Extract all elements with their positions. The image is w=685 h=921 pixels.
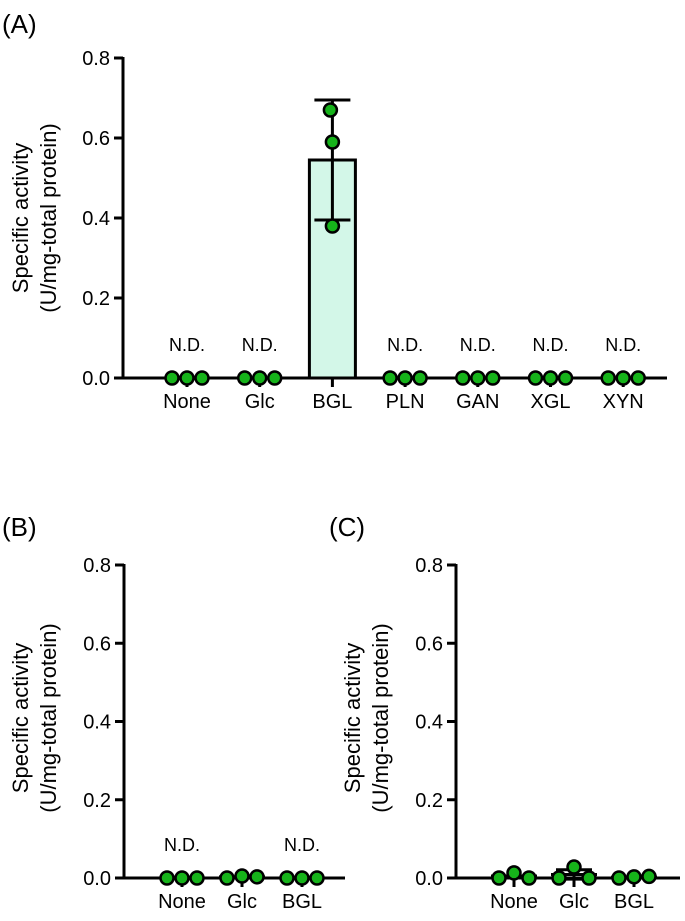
y-tick-label: 0.2 <box>82 288 110 310</box>
nd-annotation: N.D. <box>242 335 278 355</box>
data-point <box>179 370 195 386</box>
data-point <box>309 870 325 886</box>
data-point <box>159 870 175 886</box>
x-tick-label: None <box>163 391 211 413</box>
y-tick-label: 0.4 <box>82 208 110 230</box>
y-tick-label: 0.8 <box>82 48 110 70</box>
plot-area: 0.0 0.2 0.4 0.6 0.8 None N.D. Glc BGL N.D. <box>83 555 345 913</box>
data-point <box>470 370 486 386</box>
y-tick-label: 0.0 <box>83 868 111 890</box>
data-point <box>324 218 341 234</box>
y-axis-title-line-1: Specific activity <box>8 143 33 293</box>
data-point <box>294 870 310 886</box>
data-point <box>174 870 190 886</box>
data-point <box>251 370 268 386</box>
data-point <box>234 868 250 884</box>
y-tick-label: 0.0 <box>415 868 443 890</box>
panel-c: (C) Specific activity (U/mg-total protei… <box>329 512 680 913</box>
data-point <box>412 370 428 386</box>
plot-area: 0.0 0.2 0.4 0.6 0.8 None N.D. Glc N.D. BGL PLN N.D.… <box>82 48 667 413</box>
x-tick-label: XYN <box>603 391 644 413</box>
y-tick-label: 0.2 <box>415 790 443 812</box>
x-tick-label: None <box>490 891 538 913</box>
panel-a: (A) Specific activity (U/mg-total protei… <box>2 9 667 413</box>
x-tick-label: BGL <box>312 391 352 413</box>
data-point <box>641 868 657 885</box>
y-axis-title-line-1: Specific activity <box>8 643 33 793</box>
data-point <box>485 370 501 386</box>
y-tick-label: 0.6 <box>82 128 110 150</box>
data-point <box>249 869 265 885</box>
data-point <box>581 870 597 886</box>
data-point <box>521 870 537 886</box>
x-tick-label: None <box>158 891 206 913</box>
y-axis-title-line-2: (U/mg-total protein) <box>368 623 393 813</box>
y-axis-title-line-2: (U/mg-total protein) <box>36 623 61 813</box>
data-point <box>630 370 646 386</box>
data-point <box>194 370 210 386</box>
nd-annotation: N.D. <box>605 335 641 355</box>
x-tick-label: Glc <box>227 891 257 913</box>
data-point <box>189 870 205 886</box>
panel-b: (B) Specific activity (U/mg-total protei… <box>2 512 345 913</box>
nd-annotation: N.D. <box>169 335 205 355</box>
y-tick-label: 0.6 <box>415 633 443 655</box>
panel-label: (C) <box>329 512 365 542</box>
y-axis-title: Specific activity (U/mg-total protein) <box>8 123 61 313</box>
data-point <box>397 370 413 386</box>
data-point <box>566 859 582 875</box>
y-tick-label: 0.2 <box>83 790 111 812</box>
x-tick-label: PLN <box>386 391 425 413</box>
data-point <box>506 865 522 881</box>
data-point <box>611 870 627 886</box>
data-point <box>600 370 616 386</box>
data-point <box>491 870 507 886</box>
data-point <box>236 370 253 386</box>
data-point <box>164 370 180 386</box>
data-point <box>527 370 544 386</box>
nd-annotation: N.D. <box>460 335 496 355</box>
x-tick-label: Glc <box>245 391 275 413</box>
y-axis-title-line-1: Specific activity <box>340 643 365 793</box>
x-tick-label: BGL <box>614 891 654 913</box>
nd-annotation: N.D. <box>533 335 569 355</box>
x-tick-label: Glc <box>559 891 589 913</box>
y-tick-label: 0.0 <box>82 368 110 390</box>
x-tick-label: BGL <box>282 891 322 913</box>
y-tick-label: 0.8 <box>83 555 111 577</box>
y-tick-label: 0.8 <box>415 555 443 577</box>
data-point <box>551 870 567 886</box>
y-tick-label: 0.4 <box>83 712 111 734</box>
data-point <box>615 370 631 386</box>
data-point <box>542 370 559 386</box>
y-axis-title-line-2: (U/mg-total protein) <box>36 123 61 313</box>
x-tick-label: XGL <box>530 391 570 413</box>
y-tick-label: 0.4 <box>415 712 443 734</box>
y-tick-label: 0.6 <box>83 633 111 655</box>
data-point <box>626 869 642 885</box>
data-point <box>266 370 283 386</box>
data-point <box>557 370 574 386</box>
data-point <box>324 134 341 150</box>
y-axis-title: Specific activity (U/mg-total protein) <box>8 623 61 813</box>
data-point <box>322 102 339 118</box>
x-tick-label: GAN <box>456 391 499 413</box>
nd-annotation: N.D. <box>164 835 200 855</box>
nd-annotation: N.D. <box>387 335 423 355</box>
data-point <box>219 870 235 886</box>
panel-label: (B) <box>2 512 37 542</box>
nd-annotation: N.D. <box>284 835 320 855</box>
data-point <box>455 370 471 386</box>
data-point <box>279 870 295 886</box>
plot-area: 0.0 0.2 0.4 0.6 0.8 None Glc BGL <box>415 555 680 913</box>
data-point <box>382 370 398 386</box>
y-axis-title: Specific activity (U/mg-total protein) <box>340 623 393 813</box>
panel-label: (A) <box>2 9 37 39</box>
